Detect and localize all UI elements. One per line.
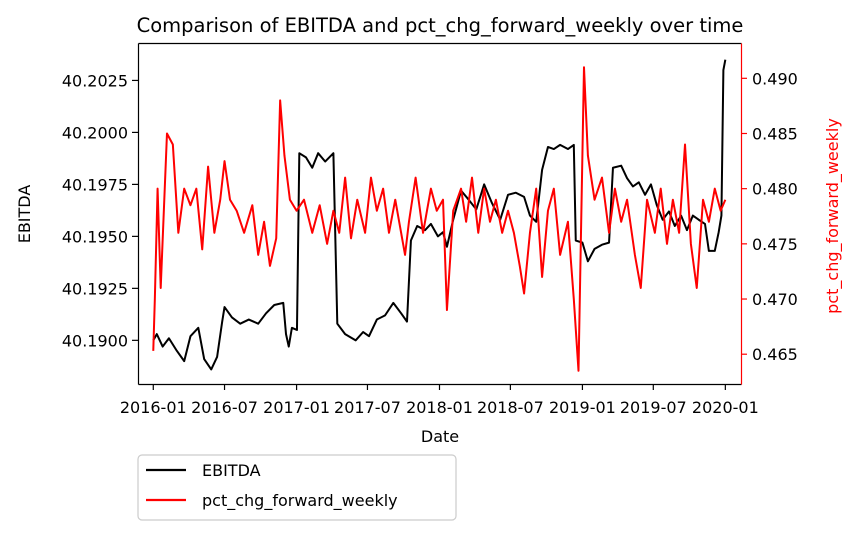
left-y-tick-label: 40.1950 bbox=[62, 227, 128, 246]
left-y-tick-label: 40.1925 bbox=[62, 279, 128, 298]
x-tick-label: 2016-07 bbox=[191, 398, 258, 417]
right-y-tick-label: 0.465 bbox=[752, 345, 798, 364]
series-line-ebitda bbox=[152, 59, 727, 371]
series-line-pct-chg-forward-weekly bbox=[152, 66, 727, 372]
legend: EBITDA pct_chg_forward_weekly bbox=[137, 454, 457, 521]
plot-area bbox=[152, 59, 727, 372]
x-axis-label: Date bbox=[421, 427, 459, 446]
left-y-tick-label: 40.2025 bbox=[62, 71, 128, 90]
x-tick-label: 2019-07 bbox=[620, 398, 687, 417]
x-tick-label: 2018-07 bbox=[477, 398, 544, 417]
left-y-tick-label: 40.2000 bbox=[62, 123, 128, 142]
left-y-axis-label: EBITDA bbox=[15, 185, 34, 244]
x-tick-label: 2020-01 bbox=[692, 398, 759, 417]
legend-label-ebitda: EBITDA bbox=[202, 461, 261, 480]
left-y-tick-label: 40.1975 bbox=[62, 175, 128, 194]
right-y-axis-label: pct_chg_forward_weekly bbox=[823, 118, 843, 314]
left-y-axis-ticks: 40.1900 40.1925 40.1950 40.1975 40.2000 40.20… bbox=[62, 71, 138, 350]
x-axis-ticks: 2016-01 2016-07 2017-01 2017-07 2018-01 2018-… bbox=[120, 384, 759, 417]
x-tick-label: 2017-01 bbox=[263, 398, 330, 417]
x-tick-label: 2016-01 bbox=[120, 398, 187, 417]
right-y-tick-label: 0.490 bbox=[752, 69, 798, 88]
chart-title: Comparison of EBITDA and pct_chg_forward… bbox=[137, 14, 744, 37]
right-y-tick-label: 0.485 bbox=[752, 124, 798, 143]
x-tick-label: 2018-01 bbox=[406, 398, 473, 417]
right-y-tick-label: 0.470 bbox=[752, 290, 798, 309]
left-y-tick-label: 40.1900 bbox=[62, 331, 128, 350]
legend-frame bbox=[137, 454, 457, 521]
legend-label-pct-chg: pct_chg_forward_weekly bbox=[202, 491, 398, 511]
right-y-tick-label: 0.480 bbox=[752, 180, 798, 199]
x-tick-label: 2019-01 bbox=[549, 398, 616, 417]
x-tick-label: 2017-07 bbox=[334, 398, 401, 417]
right-y-axis-ticks: 0.465 0.470 0.475 0.480 0.485 0.490 bbox=[741, 69, 798, 364]
right-y-tick-label: 0.475 bbox=[752, 235, 798, 254]
